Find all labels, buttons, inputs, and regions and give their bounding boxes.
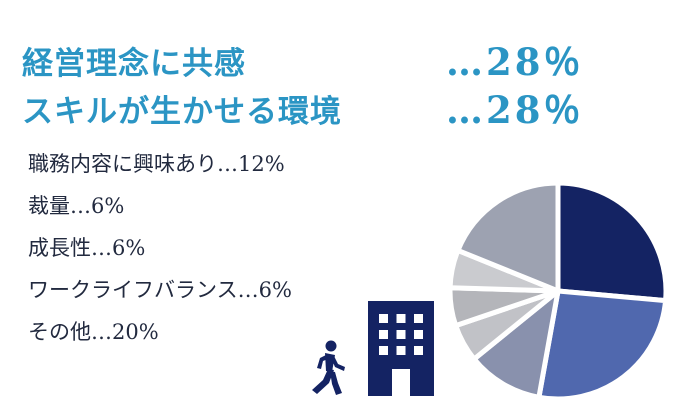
pie-slice-other <box>455 180 561 294</box>
person-walking-icon <box>312 340 345 395</box>
other-reasons-list: 職務内容に興味あり…12% 裁量…6% 成長性…6% ワークライフバランス…6%… <box>28 143 292 353</box>
reason-item-other: その他…20% <box>28 320 159 344</box>
reason-item-growth: 成長性…6% <box>28 236 146 260</box>
headline-reason-philosophy-percent: …28％ <box>446 40 584 84</box>
reason-item-work-life-balance: ワークライフバランス…6% <box>28 278 292 302</box>
headline-reason-philosophy: 経営理念に共感 <box>22 46 246 82</box>
headline-reason-skills: スキルが生かせる環境 <box>22 94 342 130</box>
office-building-icon <box>368 301 434 396</box>
pie-slice-skills <box>536 288 669 402</box>
pie-slice-philosophy <box>555 180 669 304</box>
reason-item-job-interest: 職務内容に興味あり…12% <box>28 152 285 176</box>
reason-item-discretion: 裁量…6% <box>28 194 125 218</box>
headline-reason-skills-percent: …28％ <box>446 88 584 132</box>
